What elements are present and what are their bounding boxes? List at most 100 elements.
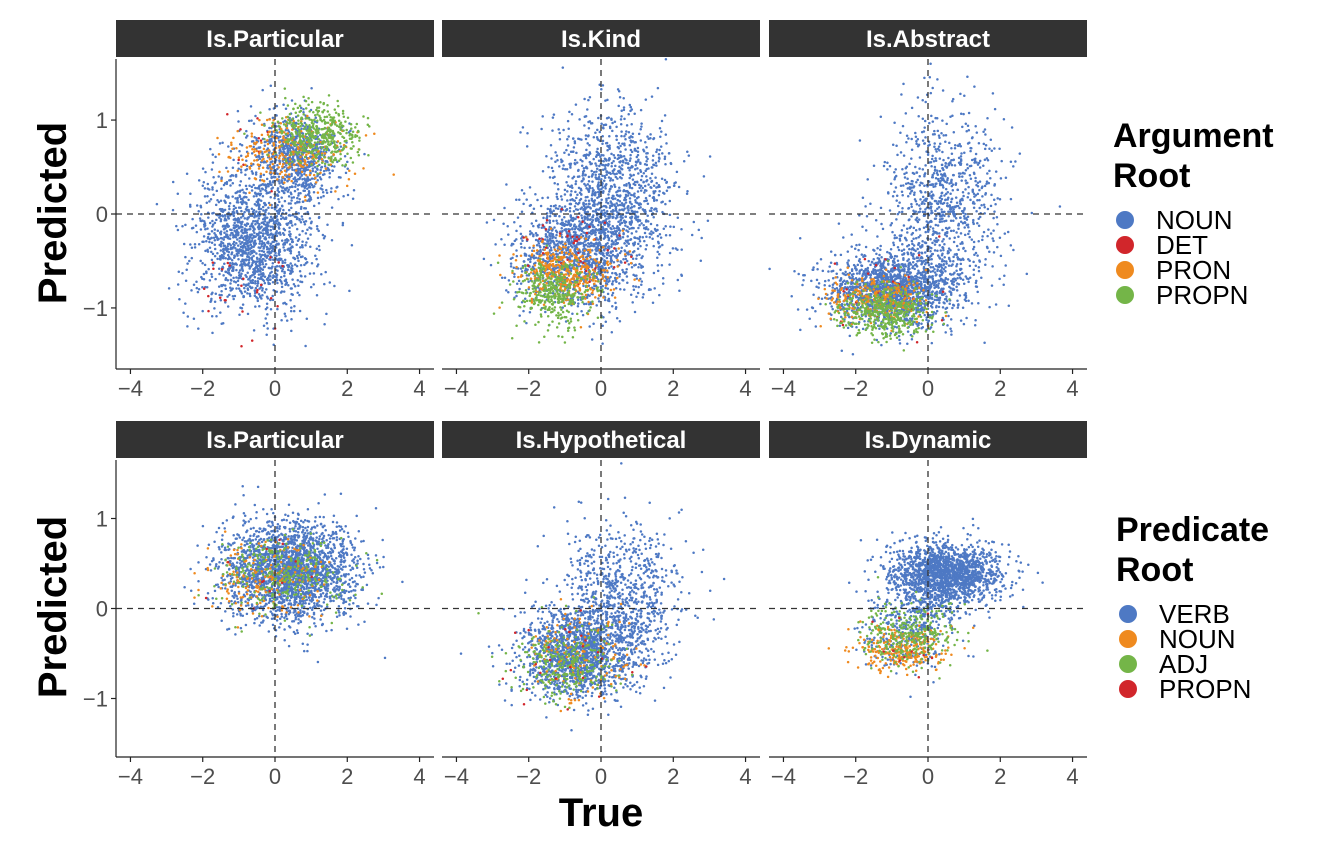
data-point: [645, 163, 649, 167]
data-point: [266, 240, 270, 243]
data-point: [614, 307, 618, 311]
data-point: [666, 186, 670, 189]
data-point: [299, 264, 303, 267]
data-point: [257, 205, 261, 209]
data-point: [296, 159, 300, 162]
data-point: [262, 324, 266, 327]
data-point: [184, 255, 187, 259]
data-point: [610, 234, 613, 238]
data-point: [235, 268, 238, 272]
data-point: [523, 297, 527, 300]
data-point: [290, 131, 293, 135]
data-point: [212, 236, 216, 239]
data-point: [254, 262, 258, 266]
data-point: [312, 110, 315, 114]
data-point: [525, 145, 529, 148]
data-point: [254, 279, 257, 283]
data-point: [311, 167, 315, 170]
data-point: [612, 153, 616, 157]
data-point: [323, 172, 326, 176]
data-point: [660, 264, 664, 267]
data-point: [591, 189, 595, 193]
data-point: [308, 141, 311, 144]
data-point: [268, 236, 271, 239]
data-point: [640, 280, 644, 283]
data-point: [637, 172, 640, 175]
data-point: [611, 129, 614, 133]
data-point: [587, 120, 590, 124]
data-point: [632, 173, 635, 177]
data-point: [611, 215, 614, 219]
data-point: [220, 179, 223, 183]
data-point: [259, 283, 263, 287]
data-point: [279, 122, 283, 125]
data-point: [522, 309, 525, 313]
data-point: [316, 179, 319, 182]
data-point: [267, 201, 271, 205]
y-tick-label: −1: [83, 296, 108, 321]
data-point: [236, 279, 240, 283]
data-point: [622, 231, 625, 235]
data-point: [234, 191, 237, 195]
data-point: [350, 147, 353, 150]
data-point: [296, 188, 300, 191]
data-point: [275, 129, 278, 132]
data-point: [211, 186, 214, 189]
data-point: [622, 155, 626, 158]
data-point: [613, 156, 617, 159]
data-point: [256, 219, 259, 222]
data-point: [303, 195, 307, 199]
data-point: [325, 188, 328, 192]
data-point: [328, 113, 331, 116]
data-point: [685, 192, 689, 195]
data-point: [697, 228, 701, 232]
data-point: [601, 142, 604, 145]
data-point: [628, 184, 632, 188]
data-point: [304, 99, 308, 103]
data-point: [231, 195, 234, 198]
data-point: [250, 251, 254, 255]
data-point: [330, 159, 333, 163]
data-point: [596, 147, 599, 151]
data-point: [266, 153, 269, 157]
data-point: [652, 231, 655, 234]
data-point: [611, 172, 615, 175]
data-point: [259, 199, 263, 202]
data-point: [632, 273, 635, 277]
data-point: [594, 173, 597, 177]
data-point: [258, 295, 262, 298]
data-point: [664, 202, 667, 206]
data-point: [341, 221, 345, 225]
data-point: [321, 233, 325, 237]
data-point: [214, 233, 217, 237]
data-point: [519, 131, 522, 134]
data-point: [619, 171, 622, 175]
data-point: [656, 234, 660, 238]
data-point: [312, 130, 315, 134]
data-point: [286, 190, 290, 193]
data-point: [325, 115, 329, 119]
data-point: [228, 261, 232, 265]
data-point: [246, 152, 250, 155]
data-point: [247, 278, 250, 281]
data-point: [271, 186, 275, 189]
data-point: [295, 227, 299, 231]
data-point: [277, 198, 280, 201]
data-point: [261, 294, 264, 297]
data-point: [225, 166, 228, 170]
data-point: [283, 279, 287, 282]
data-point: [288, 230, 291, 233]
data-point: [615, 317, 619, 320]
data-point: [280, 257, 283, 261]
data-point: [250, 162, 253, 165]
data-point: [657, 246, 661, 249]
data-point: [298, 293, 301, 297]
data-point: [219, 245, 223, 248]
data-point: [217, 153, 221, 156]
data-point: [236, 238, 239, 241]
data-point: [515, 198, 518, 201]
data-point: [668, 251, 672, 255]
data-point: [251, 225, 255, 229]
data-point: [587, 242, 590, 245]
data-point: [322, 169, 326, 173]
